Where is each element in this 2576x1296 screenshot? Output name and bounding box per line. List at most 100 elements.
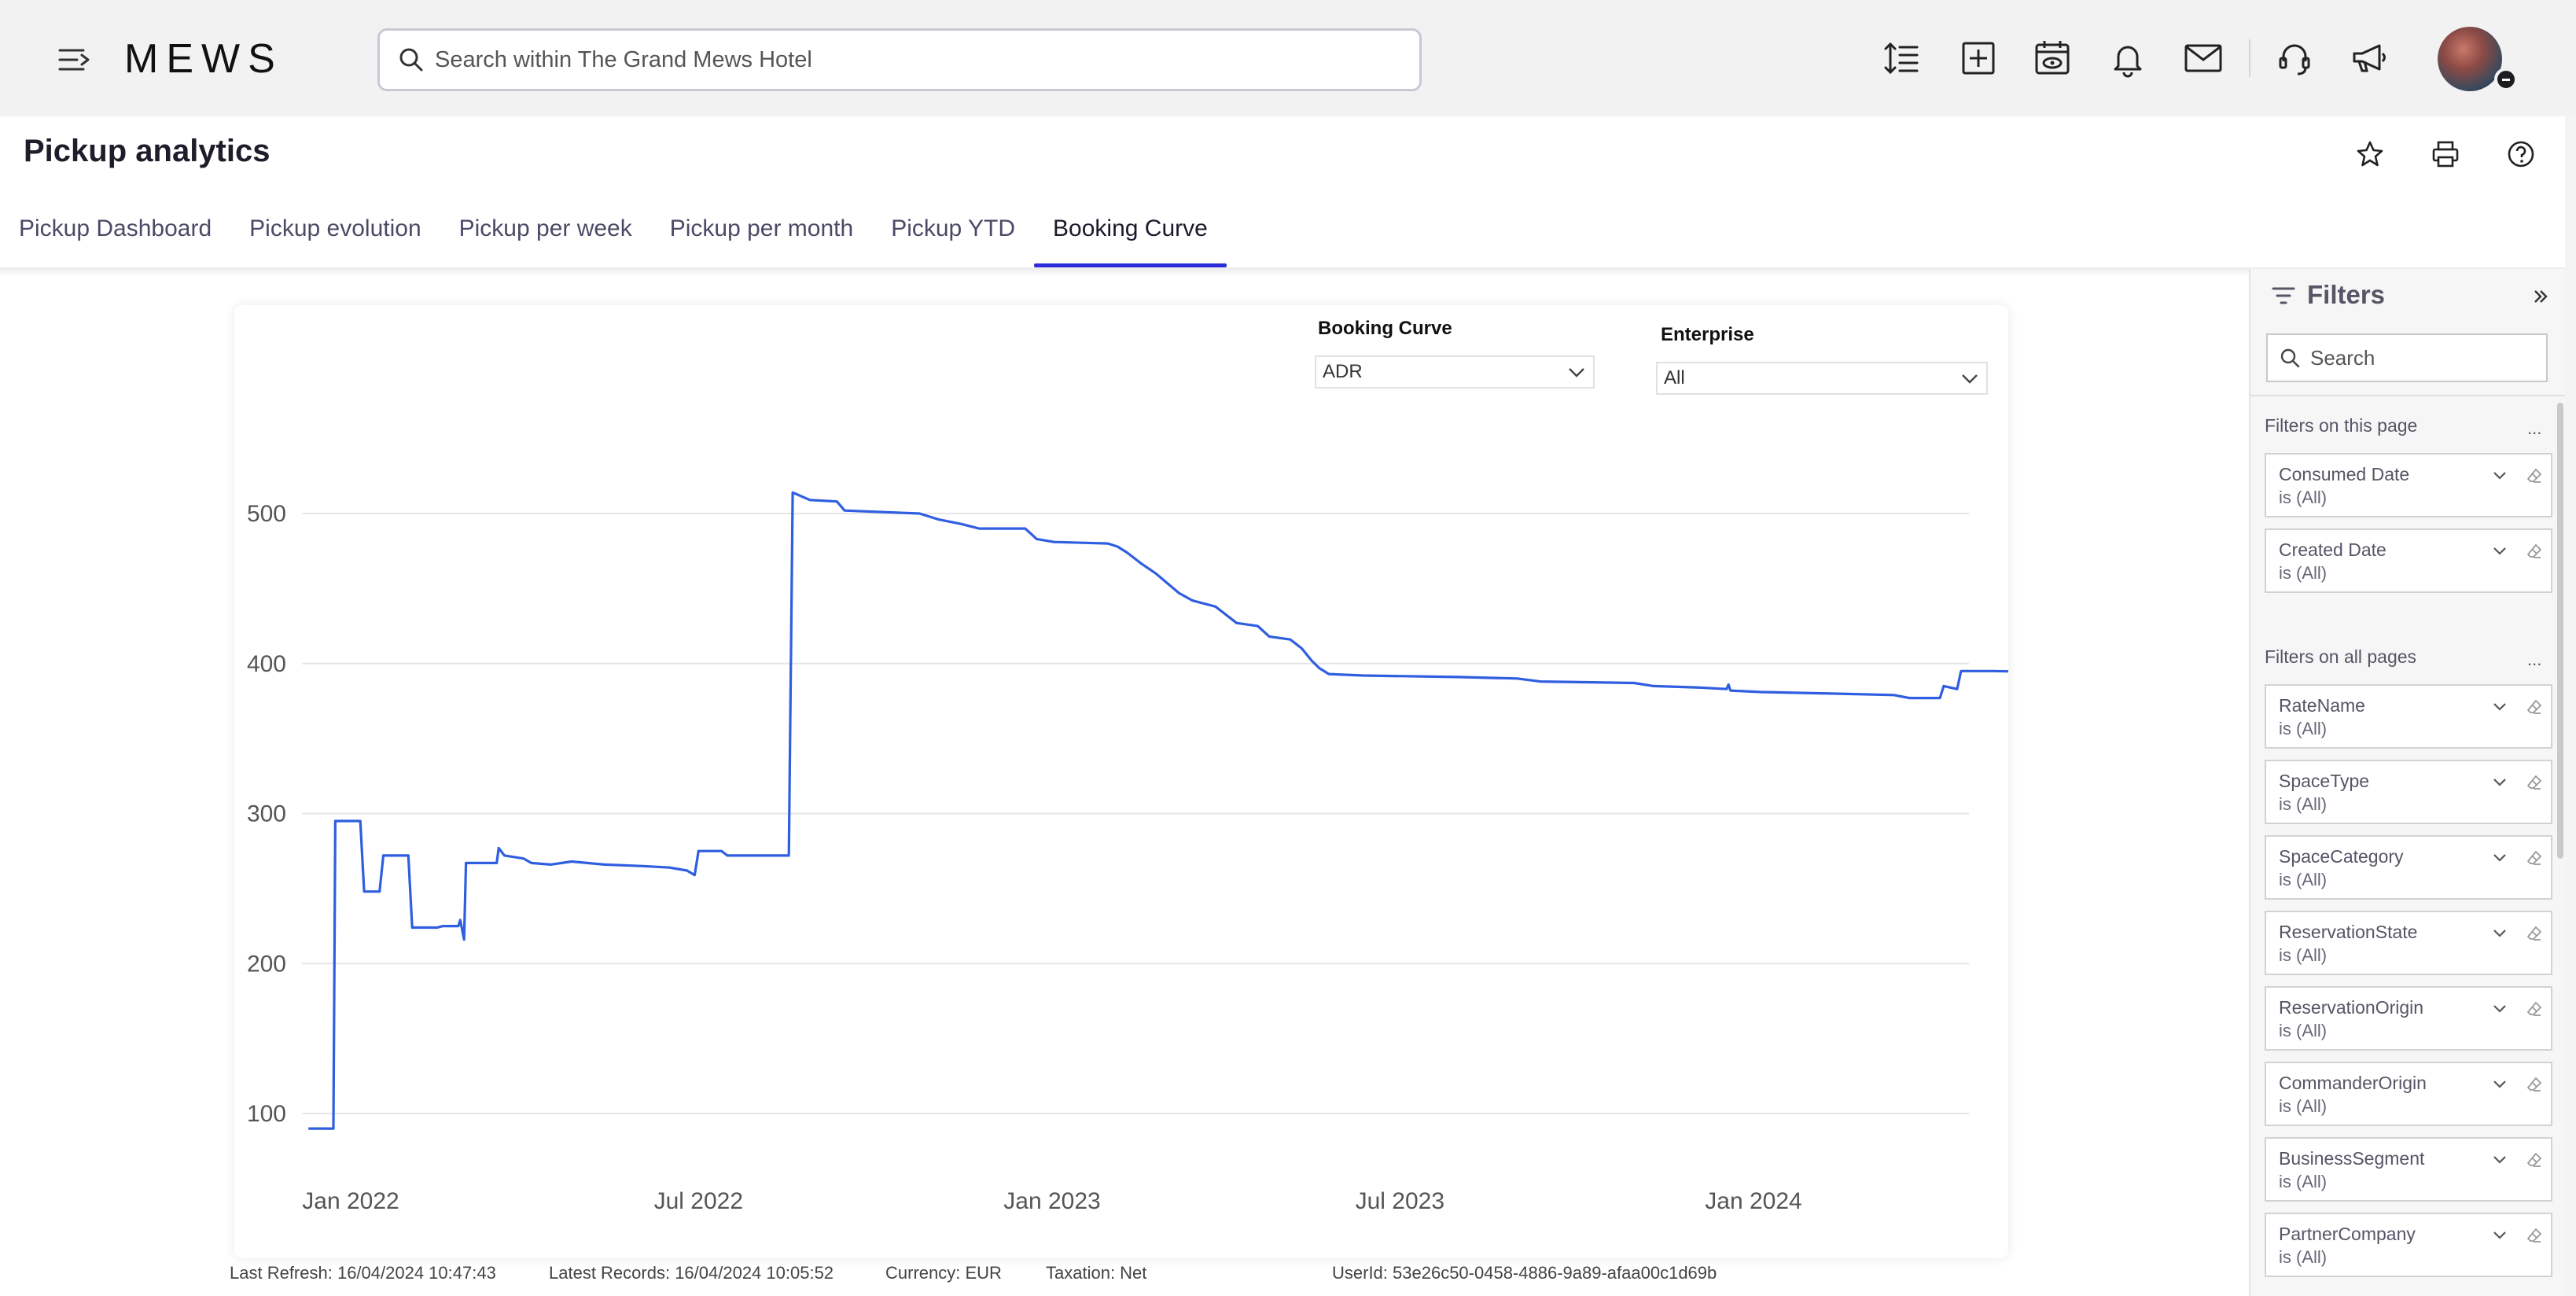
filter-value: is (All) — [2279, 794, 2328, 814]
currency-text: Currency: EUR — [885, 1263, 1002, 1283]
megaphone-icon[interactable] — [2350, 38, 2390, 79]
more-options-button[interactable]: ... — [2527, 418, 2542, 438]
filter-value: is (All) — [2279, 870, 2328, 889]
eraser-icon[interactable] — [2526, 1000, 2543, 1018]
eraser-icon[interactable] — [2526, 1076, 2543, 1093]
filter-name: Consumed Date — [2279, 464, 2410, 484]
chevron-down-icon[interactable] — [2493, 1079, 2507, 1090]
top-bar: MEWS — [0, 0, 2576, 116]
headset-support-icon[interactable] — [2274, 38, 2315, 79]
booking-curve-dropdown[interactable]: ADR — [1315, 355, 1595, 388]
calendar-view-icon[interactable] — [2032, 38, 2073, 79]
tab-pickup-ytd[interactable]: Pickup YTD — [891, 215, 1016, 241]
search-icon — [399, 48, 423, 72]
enterprise-slicer-label: Enterprise — [1661, 324, 1754, 345]
filter-card[interactable]: PartnerCompany is (All) — [2265, 1213, 2552, 1277]
filters-scrollbar[interactable] — [2557, 403, 2563, 859]
filter-name: CommanderOrigin — [2279, 1073, 2427, 1093]
y-tick-label: 500 — [247, 501, 286, 527]
chevron-down-icon[interactable] — [2493, 470, 2507, 481]
taxation-text: Taxation: Net — [1046, 1263, 1147, 1283]
x-tick-label: Jul 2023 — [1356, 1188, 1444, 1214]
global-search-box[interactable] — [377, 28, 1422, 91]
chevron-down-icon — [1962, 374, 1978, 384]
filters-search-input[interactable] — [2310, 345, 2523, 370]
x-tick-label: Jul 2022 — [654, 1188, 743, 1214]
x-tick-label: Jan 2022 — [302, 1188, 399, 1214]
global-search-input[interactable] — [435, 46, 1378, 73]
tab-pickup-per-week[interactable]: Pickup per week — [458, 215, 632, 241]
filter-value: is (All) — [2279, 563, 2328, 583]
chevron-down-icon[interactable] — [2493, 1003, 2507, 1014]
filter-name: Created Date — [2279, 539, 2386, 560]
filter-name: RateName — [2279, 695, 2365, 716]
mail-icon[interactable] — [2183, 38, 2224, 79]
status-badge — [2494, 68, 2518, 91]
logo-text: MEWS — [124, 36, 283, 82]
y-tick-label: 200 — [247, 951, 286, 977]
eraser-icon[interactable] — [2526, 467, 2543, 484]
filters-pane: Filters Filters on this page ... Consume… — [2249, 269, 2565, 1296]
mews-logo[interactable]: MEWS — [124, 35, 329, 82]
filter-card[interactable]: ReservationState is (All) — [2265, 911, 2552, 975]
y-tick-label: 100 — [247, 1101, 286, 1127]
filter-card[interactable]: BusinessSegment is (All) — [2265, 1137, 2552, 1202]
help-icon[interactable] — [2505, 138, 2537, 170]
chevron-down-icon[interactable] — [2493, 852, 2507, 863]
filter-value: is (All) — [2279, 488, 2328, 507]
filter-name: ReservationState — [2279, 922, 2418, 942]
eraser-icon[interactable] — [2526, 698, 2543, 716]
chevron-down-icon[interactable] — [2493, 928, 2507, 939]
collapse-pane-icon[interactable] — [2529, 285, 2552, 308]
more-options-button[interactable]: ... — [2527, 650, 2542, 669]
eraser-icon[interactable] — [2526, 543, 2543, 560]
bell-icon[interactable] — [2107, 38, 2148, 79]
user-avatar[interactable] — [2438, 27, 2502, 91]
pane-divider — [2250, 395, 2565, 396]
chevron-down-icon[interactable] — [2493, 701, 2507, 712]
star-icon[interactable] — [2354, 138, 2386, 170]
filter-card[interactable]: SpaceType is (All) — [2265, 760, 2552, 824]
last-refresh-text: Last Refresh: 16/04/2024 10:47:43 — [230, 1263, 496, 1283]
menu-collapse-icon[interactable] — [57, 44, 91, 75]
chevron-down-icon[interactable] — [2493, 1230, 2507, 1241]
eraser-icon[interactable] — [2526, 849, 2543, 867]
filter-card[interactable]: Created Date is (All) — [2265, 528, 2552, 593]
filter-name: SpaceType — [2279, 771, 2370, 791]
tab-pickup-dashboard[interactable]: Pickup Dashboard — [19, 215, 212, 241]
eraser-icon[interactable] — [2526, 1227, 2543, 1244]
filter-card[interactable]: RateName is (All) — [2265, 684, 2552, 749]
tab-pickup-evolution[interactable]: Pickup evolution — [249, 215, 421, 241]
filter-name: SpaceCategory — [2279, 846, 2404, 867]
filter-icon — [2272, 287, 2295, 304]
filter-value: is (All) — [2279, 945, 2328, 965]
page-scroll-edge — [2565, 116, 2576, 1296]
print-icon[interactable] — [2430, 138, 2461, 170]
add-icon[interactable] — [1958, 38, 1999, 79]
chevron-down-icon[interactable] — [2493, 1154, 2507, 1165]
eraser-icon[interactable] — [2526, 774, 2543, 791]
filter-name: PartnerCompany — [2279, 1224, 2416, 1244]
tab-pickup-per-month[interactable]: Pickup per month — [669, 215, 854, 241]
density-icon[interactable] — [1881, 38, 1922, 79]
tab-booking-curve[interactable]: Booking Curve — [1034, 206, 1227, 267]
filter-card[interactable]: SpaceCategory is (All) — [2265, 835, 2552, 900]
latest-records-text: Latest Records: 16/04/2024 10:05:52 — [549, 1263, 834, 1283]
eraser-icon[interactable] — [2526, 1151, 2543, 1169]
filters-on-all-pages-heading: Filters on all pages — [2265, 646, 2417, 667]
chevron-down-icon[interactable] — [2493, 546, 2507, 557]
filters-search-box[interactable] — [2266, 333, 2548, 382]
filter-card[interactable]: ReservationOrigin is (All) — [2265, 986, 2552, 1051]
page-title: Pickup analytics — [24, 134, 270, 168]
enterprise-dropdown[interactable]: All — [1656, 362, 1988, 395]
search-icon — [2280, 348, 2300, 368]
eraser-icon[interactable] — [2526, 925, 2543, 942]
y-tick-label: 400 — [247, 651, 286, 677]
booking-curve-chart: 100 200 300 400 500 Jan 2022 Jul 2022 Jan 2023 J… — [247, 491, 2008, 1214]
series-line — [308, 491, 2008, 1130]
chevron-down-icon[interactable] — [2493, 777, 2507, 788]
booking-curve-slicer-label: Booking Curve — [1318, 318, 1452, 339]
filter-card[interactable]: CommanderOrigin is (All) — [2265, 1062, 2552, 1126]
enterprise-dropdown-value: All — [1664, 367, 1685, 388]
filter-card[interactable]: Consumed Date is (All) — [2265, 453, 2552, 517]
